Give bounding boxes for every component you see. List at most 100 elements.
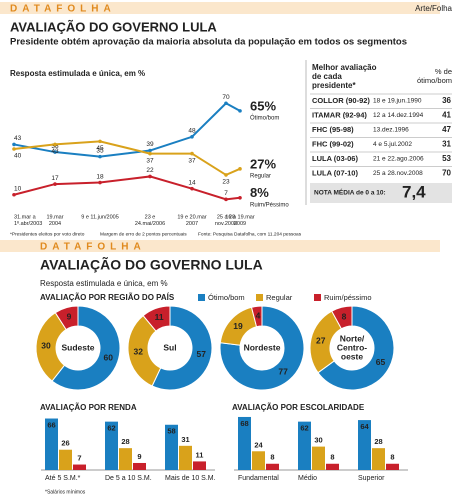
president: LULA (07-10): [312, 168, 358, 177]
point-label: 22: [146, 167, 154, 174]
table-header: de cada: [312, 72, 342, 81]
bar: [59, 449, 72, 470]
point: [224, 197, 228, 202]
bar: [105, 421, 118, 470]
segment-label: 65: [376, 357, 386, 367]
legend-label: Ótimo/bom: [250, 114, 279, 121]
table-header: Melhor avaliação: [312, 63, 377, 72]
footnote: *Presidentes eleitos por voto direto: [10, 231, 85, 237]
segment-label: 32: [134, 346, 144, 356]
value-label: 62: [300, 424, 308, 433]
value-label: 8: [390, 453, 394, 462]
value: 70: [442, 169, 451, 178]
value-label: 24: [254, 440, 263, 449]
point: [238, 196, 242, 200]
bar: [298, 421, 311, 470]
x-tick-label: Médio: [298, 475, 317, 482]
segment-label: 57: [196, 349, 206, 359]
subtitle: Resposta estimulada e única, em %: [40, 279, 168, 288]
segment-label: 27: [316, 335, 326, 345]
bar: [252, 451, 265, 470]
donut-segment: [219, 305, 305, 391]
point: [224, 173, 228, 177]
legend-label: Regular: [266, 293, 293, 302]
segment-label: 30: [41, 341, 51, 351]
value-label: 58: [167, 427, 175, 436]
point-label: 45: [96, 145, 104, 152]
point: [148, 151, 152, 156]
point: [238, 109, 242, 113]
point-label: 10: [14, 185, 22, 192]
point: [98, 180, 102, 185]
point-label: 7: [224, 190, 228, 197]
x-tick-label: 19 e 20.mar: [177, 214, 207, 220]
president: FHC (99-02): [312, 139, 354, 148]
date: 12 a 14.dez.1994: [373, 112, 424, 119]
table-header: ótimo/bom: [417, 76, 452, 85]
point: [98, 139, 102, 144]
section-title: AVALIAÇÃO POR REGIÃO DO PAÍS: [40, 293, 175, 302]
point-label: 48: [188, 128, 196, 135]
point: [190, 186, 194, 191]
value: 31: [442, 140, 451, 149]
segment-label: 60: [104, 353, 114, 363]
point-label: 17: [51, 175, 59, 182]
bar: [193, 461, 206, 470]
title: AVALIAÇÃO DO GOVERNO LULA: [10, 19, 217, 34]
brand: DATAFOLHA: [40, 242, 146, 253]
point: [190, 135, 194, 139]
segment-label: 4: [256, 311, 261, 321]
point: [53, 142, 57, 147]
point: [53, 182, 57, 186]
note: *Salários mínimos: [45, 489, 86, 495]
point-label: 43: [51, 148, 59, 155]
bar: [165, 424, 178, 470]
chart-subtitle: Resposta estimulada e única, em %: [10, 69, 145, 78]
value-label: 68: [240, 419, 248, 428]
x-tick-label: 24.mai/2006: [135, 221, 165, 227]
x-tick-label: Até 5 S.M.*: [45, 475, 81, 482]
donut-segment: [151, 305, 213, 391]
donut-segment: [51, 305, 121, 391]
brand: DATAFOLHA: [10, 4, 116, 15]
point-label: 14: [188, 179, 196, 186]
region-label: Sul: [163, 342, 176, 352]
point-label: 43: [14, 135, 22, 142]
subtitle: Presidente obtém aprovação da maioria ab…: [10, 37, 407, 48]
point: [190, 151, 194, 156]
x-tick-label: Mais de 10 S.M.: [165, 475, 216, 482]
table-header: % de: [435, 67, 452, 76]
donut-center: [241, 327, 283, 369]
region-label: Sudeste: [61, 342, 94, 352]
value-label: 28: [374, 437, 382, 446]
footnote: Fonte: Pesquisa Datafolha, com 11.204 pe…: [198, 231, 302, 237]
point: [12, 147, 16, 151]
x-tick-label: 19.mar: [46, 214, 63, 220]
x-tick-label: nov.2008: [215, 221, 237, 227]
president: ITAMAR (92-94): [312, 110, 367, 119]
x-tick-label: 31.mar a: [14, 214, 37, 220]
value: 41: [442, 111, 451, 120]
x-tick-label: 1º.abr/2003: [14, 220, 42, 227]
bar: [238, 416, 251, 470]
donut-center: [57, 327, 99, 369]
section-title: AVALIAÇÃO POR ESCOLARIDADE: [232, 403, 365, 412]
donut-segment: [250, 305, 263, 328]
bar: [133, 462, 146, 470]
value: 47: [442, 125, 451, 134]
x-tick-label: 16 a 19.mar: [225, 214, 255, 220]
x-tick-label: 25 a 28: [217, 214, 235, 220]
x-tick-label: 2007: [186, 221, 198, 227]
title: AVALIAÇÃO DO GOVERNO LULA: [40, 256, 263, 273]
point: [53, 150, 57, 154]
donut-segment: [142, 305, 171, 332]
point-label: 37: [146, 157, 154, 164]
legend-swatch: [314, 294, 321, 301]
value-label: 9: [137, 452, 141, 461]
x-tick-label: 9 e 11.jun/2005: [81, 214, 119, 220]
section-title: AVALIAÇÃO POR RENDA: [40, 403, 137, 412]
point: [224, 101, 228, 106]
point-label: 70: [222, 94, 230, 101]
bar: [326, 463, 339, 470]
